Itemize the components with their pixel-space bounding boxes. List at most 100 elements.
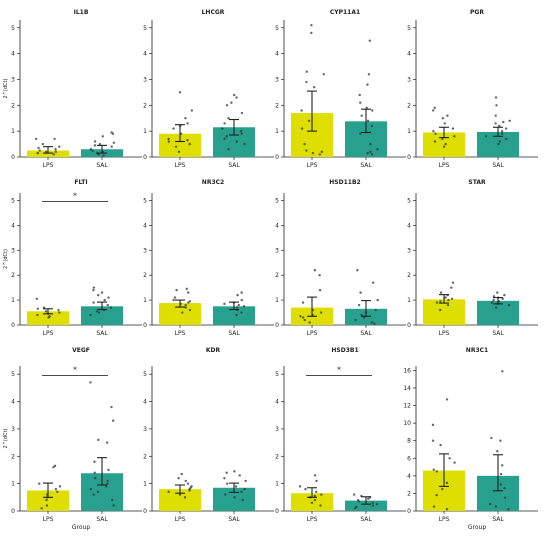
- data-point: [376, 298, 379, 302]
- y-tick-label: 5: [11, 371, 15, 378]
- data-point: [92, 493, 96, 496]
- y-axis-label: 2^(dCt): [3, 249, 9, 269]
- data-point: [184, 306, 187, 309]
- data-point: [186, 138, 189, 142]
- y-axis-label: 2^(dCt): [3, 429, 9, 449]
- y-tick-label: 1: [407, 128, 411, 135]
- y-tick-label: 0: [407, 508, 411, 515]
- subplot-vegf: VEGF 0 1 2 3 4 5 2^(dCt) LPS SAL Group *: [3, 347, 142, 531]
- data-point: [240, 298, 243, 302]
- data-point: [244, 479, 247, 483]
- data-point: [499, 472, 503, 476]
- data-point: [299, 315, 302, 318]
- data-point: [230, 101, 233, 104]
- y-tick-label: 5: [275, 371, 279, 378]
- data-point: [36, 307, 40, 311]
- data-point: [366, 151, 369, 155]
- bar-sal: [81, 306, 123, 325]
- data-point: [240, 490, 243, 494]
- data-point: [305, 149, 308, 152]
- y-tick-label: 0: [275, 322, 279, 329]
- data-point: [320, 150, 323, 154]
- data-point: [110, 131, 113, 134]
- data-point: [356, 269, 359, 272]
- y-tick-label: 12: [403, 403, 411, 410]
- data-point: [357, 303, 361, 307]
- subplot-title: VEGF: [72, 347, 90, 354]
- data-point: [167, 137, 170, 141]
- data-point: [36, 151, 39, 155]
- data-point: [501, 464, 504, 467]
- data-point: [89, 487, 93, 491]
- data-point: [445, 481, 449, 485]
- data-point: [371, 281, 375, 284]
- data-point: [505, 137, 508, 141]
- data-point: [490, 301, 494, 304]
- data-point: [310, 501, 314, 504]
- x-tick-label: SAL: [492, 516, 504, 523]
- data-point: [174, 145, 178, 148]
- data-point: [240, 111, 244, 115]
- x-tick-label: LPS: [307, 162, 318, 169]
- data-point: [239, 129, 243, 133]
- data-point: [319, 504, 322, 507]
- bar-lps: [159, 489, 201, 511]
- data-point: [507, 508, 510, 511]
- data-point: [441, 117, 444, 120]
- data-point: [308, 321, 311, 324]
- data-point: [365, 106, 368, 110]
- data-point: [355, 505, 358, 509]
- data-point: [504, 127, 508, 130]
- data-point: [178, 91, 182, 94]
- data-point: [223, 122, 226, 125]
- data-point: [240, 311, 243, 314]
- data-point: [313, 494, 317, 498]
- data-point: [359, 132, 362, 135]
- data-point: [435, 301, 439, 304]
- data-point: [312, 86, 316, 89]
- data-point: [184, 303, 187, 307]
- data-point: [490, 436, 493, 440]
- y-tick-label: 2: [407, 102, 411, 109]
- subplot-star: STAR 0 1 2 3 4 5 LPS SAL: [407, 179, 538, 337]
- data-point: [448, 457, 451, 460]
- data-point: [432, 129, 435, 133]
- data-point: [187, 291, 190, 294]
- y-tick-label: 10: [403, 420, 411, 427]
- data-point: [227, 148, 230, 151]
- subplot-title: LHCGR: [202, 9, 225, 16]
- data-point: [97, 153, 100, 156]
- data-point: [503, 293, 506, 297]
- subplot-title: NR3C2: [202, 179, 224, 186]
- y-tick-label: 5: [275, 25, 279, 32]
- data-point: [441, 487, 444, 491]
- y-tick-label: 0: [143, 154, 147, 161]
- data-point: [240, 291, 243, 294]
- y-tick-label: 2: [275, 453, 279, 460]
- subplot-hsd3b1: HSD3B1 0 1 2 3 4 5 LPS SAL *: [275, 347, 406, 523]
- data-point: [499, 483, 503, 486]
- data-point: [501, 297, 504, 301]
- bar-sal: [213, 487, 255, 511]
- y-tick-label: 16: [403, 367, 411, 374]
- data-point: [318, 153, 321, 156]
- data-point: [227, 117, 230, 120]
- data-point: [315, 490, 318, 494]
- subplot-title: KDR: [206, 347, 221, 354]
- y-tick-label: 1: [143, 297, 147, 304]
- y-tick-label: 4: [11, 222, 15, 229]
- data-point: [444, 142, 447, 146]
- data-point: [450, 286, 453, 289]
- bar-sal: [345, 500, 387, 511]
- data-point: [40, 507, 43, 510]
- data-point: [235, 140, 239, 143]
- subplot-nr3c1: NR3C1 0 2 4 6 8 10 12 14 16 LPS SAL Group: [403, 347, 538, 531]
- data-point: [322, 73, 325, 76]
- data-point: [106, 479, 109, 483]
- subplot-title: FLTI: [74, 179, 87, 186]
- x-tick-label: LPS: [175, 330, 186, 337]
- data-point: [499, 439, 502, 442]
- y-axis-label: 2^(dCt): [3, 79, 9, 99]
- data-point: [180, 472, 183, 476]
- data-point: [453, 135, 456, 138]
